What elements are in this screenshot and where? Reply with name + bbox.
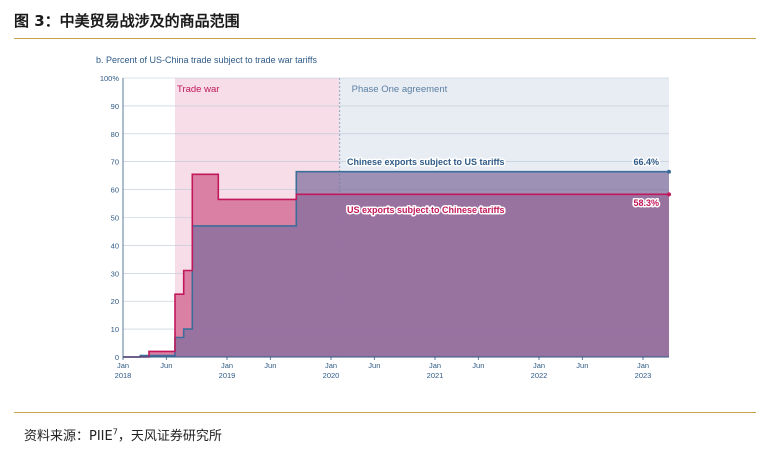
chinese-exports-line xyxy=(123,170,669,358)
x-tick-label: Jun xyxy=(472,361,484,370)
x-tick-year-label: 2021 xyxy=(427,371,444,380)
figure-title: 图 3：中美贸易战涉及的商品范围 xyxy=(14,12,240,30)
source-note: 资料来源：PIIE7，天风证券研究所 xyxy=(24,425,222,444)
x-tick-year-label: 2020 xyxy=(323,371,340,380)
y-tick-label: 20 xyxy=(111,297,119,306)
source-prefix: 资料来源：PIIE xyxy=(24,429,113,444)
x-tick-label: Jan xyxy=(221,361,233,370)
x-tick-label: Jun xyxy=(264,361,276,370)
x-tick-year-label: 2018 xyxy=(115,371,132,380)
chinese-exports-value-label: 66.4% xyxy=(633,157,659,167)
x-tick-year-label: 2022 xyxy=(531,371,548,380)
y-tick-label: 10 xyxy=(111,325,119,334)
chinese-exports-series-label: Chinese exports subject to US tariffs xyxy=(347,157,505,167)
x-tick-label: Jan xyxy=(429,361,441,370)
x-tick-label: Jan xyxy=(325,361,337,370)
x-tick-label: Jun xyxy=(368,361,380,370)
series-areas xyxy=(123,171,669,357)
x-tick-label: Jan xyxy=(637,361,649,370)
us-exports-value-label-halo: 58.3% xyxy=(633,198,659,208)
us-exports-end-dot xyxy=(667,192,671,197)
x-tick-label: Jan xyxy=(117,361,129,370)
phase-one-label: Phase One agreement xyxy=(352,84,448,95)
chinese-exports-series-label-halo: Chinese exports subject to US tariffs xyxy=(347,157,505,167)
x-tick-year-label: 2023 xyxy=(635,371,652,380)
x-tick-label: Jun xyxy=(160,361,172,370)
chinese-exports-value-label-halo: 66.4% xyxy=(633,157,659,167)
top-divider xyxy=(14,38,756,39)
x-tick-label: Jun xyxy=(576,361,588,370)
trade-war-label: Trade war xyxy=(177,84,219,95)
y-tick-label: 70 xyxy=(111,158,119,167)
y-tick-label: 50 xyxy=(111,214,119,223)
y-tick-label: 30 xyxy=(111,269,119,278)
x-tick-year-label: 2019 xyxy=(219,371,236,380)
y-tick-label: 60 xyxy=(111,186,119,195)
us-exports-series-label: US exports subject to Chinese tariffs xyxy=(347,205,505,215)
y-tick-label: 80 xyxy=(111,130,119,139)
y-tick-label: 100% xyxy=(100,74,120,83)
y-tick-label: 40 xyxy=(111,241,119,250)
us-exports-line xyxy=(123,173,669,358)
tariff-chart: b. Percent of US-China trade subject to … xyxy=(96,55,671,380)
y-tick-label: 90 xyxy=(111,102,119,111)
source-suffix: ，天风证券研究所 xyxy=(117,429,222,444)
x-tick-label: Jan xyxy=(533,361,545,370)
series-lines xyxy=(123,169,671,358)
annotations: Trade war Phase One agreement Chinese expo… xyxy=(177,84,661,217)
us-exports-value-label: 58.3% xyxy=(633,198,659,208)
chinese-exports-area xyxy=(123,171,669,357)
source-superscript: 7 xyxy=(112,427,118,437)
y-tick-label: 0 xyxy=(115,353,119,362)
chinese-exports-end-dot xyxy=(667,169,671,174)
bottom-divider xyxy=(14,412,756,413)
chart-title: b. Percent of US-China trade subject to … xyxy=(96,55,317,65)
us-exports-series-label-halo: US exports subject to Chinese tariffs xyxy=(347,205,505,215)
